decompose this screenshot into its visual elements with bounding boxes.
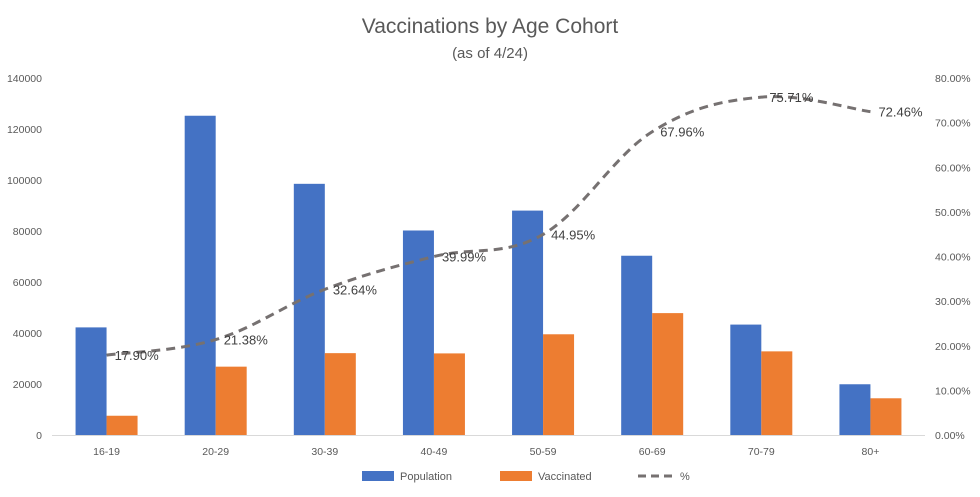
right-axis-tick-label: 30.00% [935, 296, 971, 308]
chart-title: Vaccinations by Age Cohort [362, 15, 619, 38]
vaccinated-bar [652, 313, 684, 435]
percent-data-label: 39.99% [442, 250, 487, 265]
population-bar [75, 327, 107, 435]
population-bar [293, 183, 325, 435]
right-axis-tick-label: 80.00% [935, 73, 971, 85]
percent-data-label: 67.96% [660, 125, 705, 140]
left-axis-tick-label: 80000 [13, 226, 42, 238]
right-axis-tick-label: 50.00% [935, 207, 971, 219]
legend: Population Vaccinated% [362, 471, 690, 483]
vaccinated-bar [215, 366, 247, 435]
population-bar [184, 115, 216, 436]
x-axis-labels: 16-19 20-29 30-39 40-49 50-59 60-69 70-79 80+ [93, 446, 879, 458]
legend-swatch-vaccinated [500, 471, 532, 481]
vaccinated-bar [106, 415, 138, 435]
right-axis-tick-label: 40.00% [935, 252, 971, 264]
legend-label: Vaccinated [538, 471, 592, 483]
left-axis-tick-label: 100000 [7, 175, 42, 187]
percent-data-label: 72.46% [878, 105, 923, 120]
left-axis-tick-label: 60000 [13, 277, 42, 289]
vaccinated-bar [433, 353, 465, 435]
population-bar [621, 255, 653, 435]
x-axis-tick-label: 40-49 [421, 446, 448, 458]
legend-label: Population [400, 471, 452, 483]
vaccinated-bar [324, 353, 356, 435]
bars-group [75, 115, 902, 436]
percent-line-group: 17.90% 21.38% 32.64% 39.99% 44.95% 67.96% 75.7… [106, 90, 923, 363]
vaccinated-bar [543, 334, 575, 435]
right-axis-tick-label: 10.00% [935, 385, 971, 397]
vaccinated-bar [870, 398, 902, 435]
right-axis-tick-label: 20.00% [935, 341, 971, 353]
vaccinated-bar [761, 351, 793, 435]
x-axis-tick-label: 20-29 [202, 446, 229, 458]
legend-label: % [680, 471, 690, 483]
left-axis-tick-label: 20000 [13, 379, 42, 391]
percent-data-label: 32.64% [333, 282, 378, 297]
right-axis: 0.00% 10.00% 20.00% 30.00% 40.00% 50.00% 60.00… [935, 73, 971, 442]
population-bar [839, 384, 871, 435]
right-axis-tick-label: 0.00% [935, 430, 965, 442]
percent-line [106, 95, 871, 357]
chart-subtitle: (as of 4/24) [452, 45, 528, 62]
population-bar [512, 210, 544, 435]
right-axis-tick-label: 60.00% [935, 162, 971, 174]
x-axis-tick-label: 80+ [862, 446, 880, 458]
left-axis: 0 20000 40000 60000 80000 100000 120000 140000 [7, 73, 42, 442]
x-axis-tick-label: 50-59 [530, 446, 557, 458]
percent-data-label: 44.95% [551, 227, 596, 242]
x-axis-tick-label: 16-19 [93, 446, 120, 458]
percent-data-label: 21.38% [224, 333, 269, 348]
percent-data-label: 17.90% [115, 348, 160, 363]
left-axis-tick-label: 140000 [7, 73, 42, 85]
x-axis-tick-label: 30-39 [311, 446, 338, 458]
population-bar [730, 324, 762, 435]
percent-data-label: 75.71% [769, 90, 814, 105]
left-axis-tick-label: 40000 [13, 328, 42, 340]
legend-swatch-population [362, 471, 394, 481]
left-axis-tick-label: 0 [36, 430, 42, 442]
left-axis-tick-label: 120000 [7, 124, 42, 136]
population-bar [402, 230, 434, 435]
x-axis-tick-label: 70-79 [748, 446, 775, 458]
right-axis-tick-label: 70.00% [935, 118, 971, 130]
x-axis-tick-label: 60-69 [639, 446, 666, 458]
